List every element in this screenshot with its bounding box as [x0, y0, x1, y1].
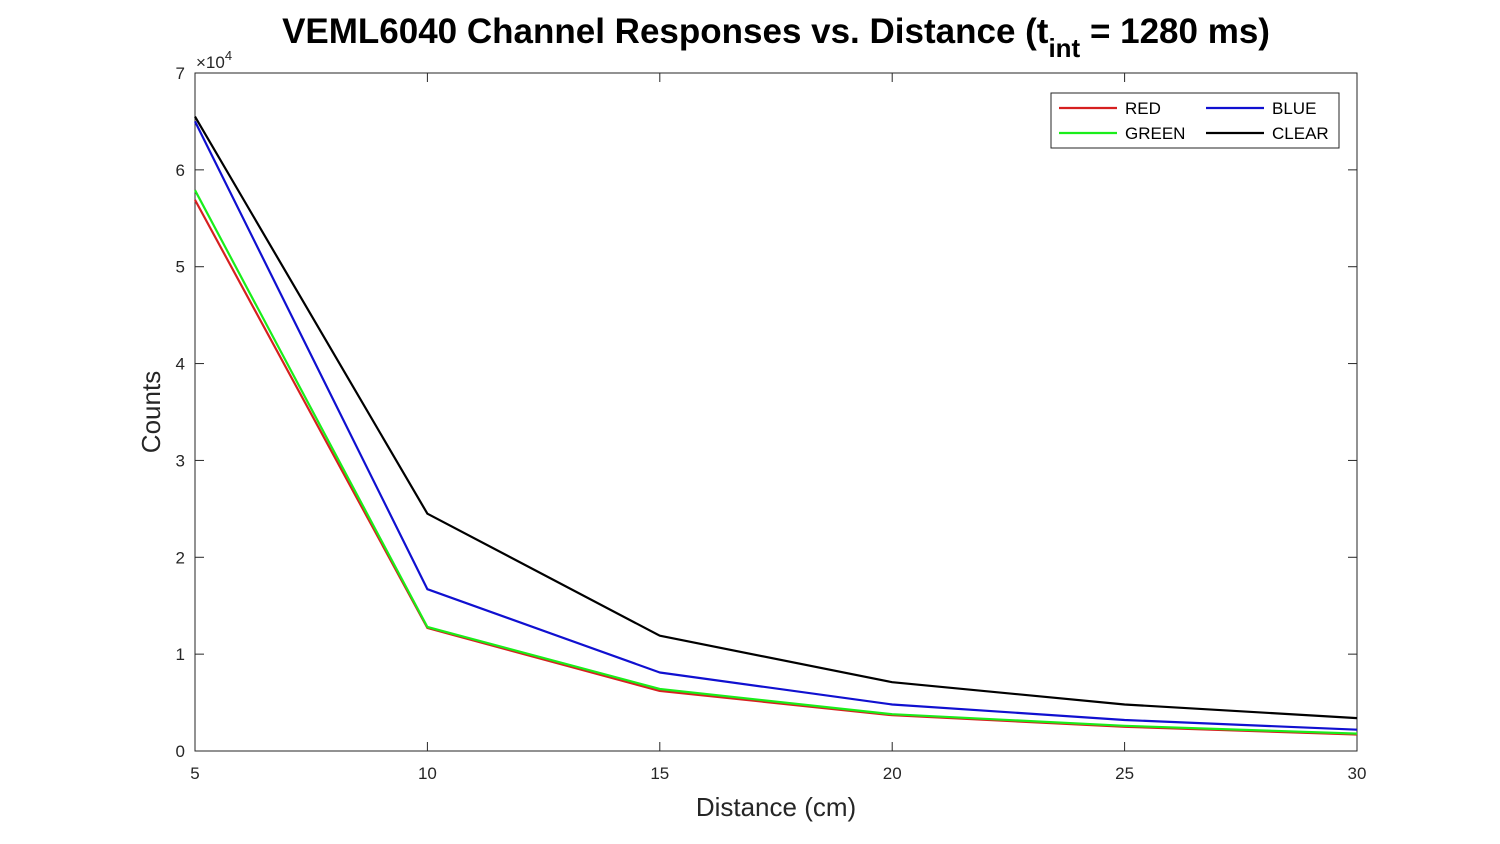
legend-box: [1050, 92, 1340, 149]
y-tick-label: 2: [176, 548, 185, 567]
series-line-green: [194, 189, 1358, 735]
axis-ticks: 5 10 15 20 25 30 0 1 2 3 4 5 6 7: [176, 64, 1367, 783]
y-tick-label: 6: [176, 161, 185, 180]
title-end: = 1280 ms): [1080, 12, 1270, 51]
series-line-blue: [194, 120, 1358, 731]
y-tick-label: 5: [176, 258, 185, 277]
x-tick-label: 10: [418, 764, 437, 783]
x-tick-label: 30: [1348, 764, 1367, 783]
y-tick-label: 0: [176, 742, 185, 761]
x-tick-label: 15: [650, 764, 669, 783]
y-tick-label: 1: [176, 645, 185, 664]
x-tick-label: 5: [190, 764, 199, 783]
series-lines: [194, 116, 1358, 736]
title-main: VEML6040 Channel Responses vs. Distance …: [282, 12, 1049, 51]
x-tick-label: 25: [1115, 764, 1134, 783]
series-line-clear: [194, 116, 1358, 720]
chart-title: VEML6040 Channel Responses vs. Distance …: [282, 12, 1270, 63]
y-axis-exponent: ×104: [196, 48, 232, 72]
plot-area: [194, 72, 1358, 752]
exponent-base: ×10: [196, 53, 225, 72]
legend-label-blue: BLUE: [1272, 99, 1316, 118]
legend-label-green: GREEN: [1125, 124, 1185, 143]
legend-label-clear: CLEAR: [1272, 124, 1329, 143]
y-tick-label: 7: [176, 64, 185, 83]
title-subscript: int: [1048, 33, 1080, 63]
y-tick-label: 3: [176, 451, 185, 470]
legend-label-red: RED: [1125, 99, 1161, 118]
legend: RED GREEN BLUE CLEAR: [1050, 92, 1340, 149]
x-axis-label: Distance (cm): [696, 792, 856, 822]
y-axis-label: Counts: [136, 371, 166, 453]
exponent-power: 4: [225, 48, 232, 63]
y-tick-label: 4: [176, 355, 185, 374]
x-tick-label: 20: [883, 764, 902, 783]
